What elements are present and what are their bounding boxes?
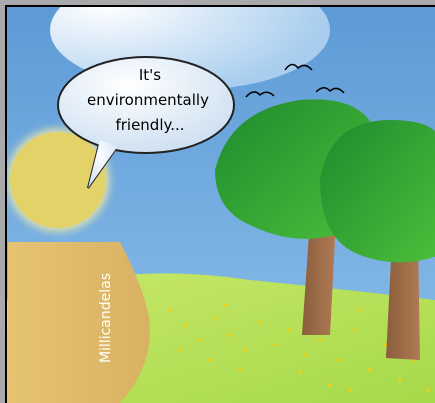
bubble-line: environmentally bbox=[87, 91, 209, 109]
page: Millicandelas It's environmentally frien… bbox=[0, 0, 435, 403]
bubble-line: It's bbox=[139, 66, 161, 84]
tan-panel bbox=[8, 242, 150, 403]
bubble-line: friendly... bbox=[115, 116, 184, 134]
side-label: Millicandelas bbox=[98, 273, 114, 363]
comic-panel: Millicandelas It's environmentally frien… bbox=[0, 0, 435, 403]
